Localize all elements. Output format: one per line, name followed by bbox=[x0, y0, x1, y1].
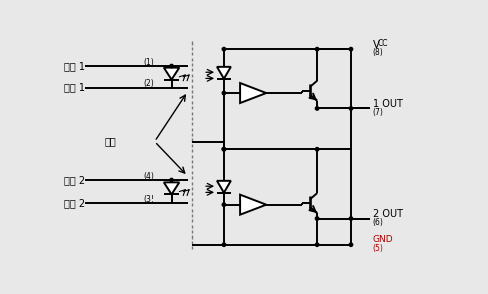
Text: (7): (7) bbox=[372, 108, 384, 117]
Polygon shape bbox=[240, 195, 266, 215]
Text: (4): (4) bbox=[143, 172, 154, 181]
Circle shape bbox=[349, 217, 353, 220]
Circle shape bbox=[315, 47, 319, 51]
Text: (8): (8) bbox=[372, 49, 383, 58]
Circle shape bbox=[349, 243, 353, 246]
Polygon shape bbox=[240, 83, 266, 103]
Text: CC: CC bbox=[378, 39, 388, 48]
Circle shape bbox=[315, 243, 319, 246]
Text: 2 OUT: 2 OUT bbox=[372, 209, 403, 219]
Text: V: V bbox=[372, 40, 380, 50]
Circle shape bbox=[315, 217, 319, 220]
Text: GND: GND bbox=[372, 235, 393, 244]
Text: 1 OUT: 1 OUT bbox=[372, 99, 403, 109]
Circle shape bbox=[222, 203, 225, 206]
Circle shape bbox=[222, 47, 225, 51]
Polygon shape bbox=[217, 181, 231, 193]
Circle shape bbox=[222, 148, 225, 151]
Text: 阴极 2: 阴极 2 bbox=[64, 198, 85, 208]
Polygon shape bbox=[164, 182, 179, 194]
Circle shape bbox=[170, 178, 173, 182]
Circle shape bbox=[315, 148, 319, 151]
Circle shape bbox=[349, 107, 353, 110]
Text: (5): (5) bbox=[372, 244, 384, 253]
Circle shape bbox=[170, 64, 173, 68]
Circle shape bbox=[315, 107, 319, 110]
Circle shape bbox=[349, 47, 353, 51]
Text: 阴极 1: 阴极 1 bbox=[64, 83, 85, 93]
Circle shape bbox=[222, 148, 225, 151]
Text: 阳极 1: 阳极 1 bbox=[64, 61, 85, 71]
Text: 屏蔽: 屏蔽 bbox=[104, 136, 116, 146]
Text: (1): (1) bbox=[143, 58, 154, 67]
Circle shape bbox=[222, 243, 225, 246]
Circle shape bbox=[222, 91, 225, 95]
Text: 阳极 2: 阳极 2 bbox=[64, 175, 85, 185]
Polygon shape bbox=[217, 67, 231, 79]
Text: (2): (2) bbox=[143, 79, 154, 88]
Text: (6): (6) bbox=[372, 218, 384, 227]
Polygon shape bbox=[164, 68, 179, 80]
Text: (3!: (3! bbox=[143, 195, 154, 204]
